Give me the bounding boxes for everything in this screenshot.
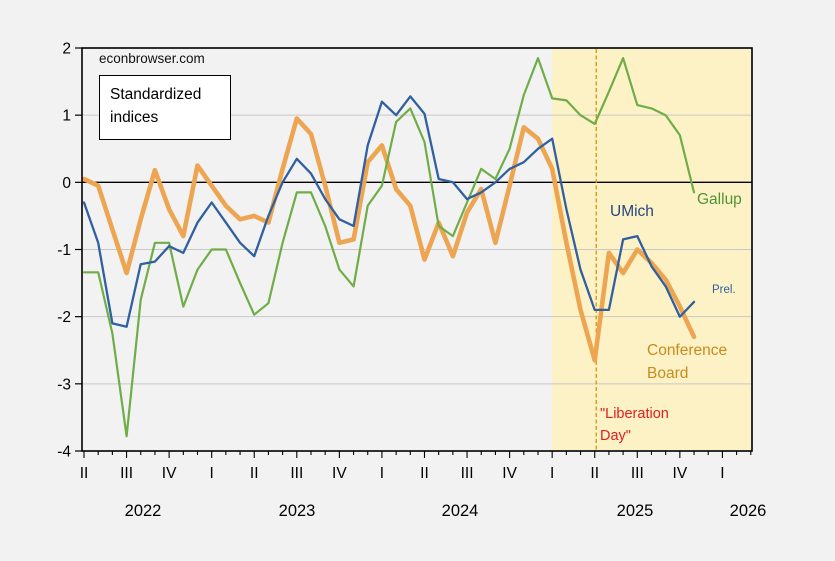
- svg-text:II: II: [420, 465, 429, 482]
- svg-text:III: III: [461, 465, 474, 482]
- svg-text:IV: IV: [162, 465, 177, 482]
- svg-text:IV: IV: [673, 465, 688, 482]
- svg-text:2026: 2026: [730, 502, 767, 520]
- svg-text:II: II: [590, 465, 599, 482]
- svg-text:0: 0: [62, 175, 71, 192]
- preliminary-note: Prel.: [712, 284, 736, 296]
- svg-text:2024: 2024: [442, 502, 479, 520]
- svg-text:I: I: [210, 465, 214, 482]
- svg-text:IV: IV: [502, 465, 517, 482]
- svg-text:III: III: [120, 465, 133, 482]
- chart-title-box: Standardized indices: [99, 75, 231, 140]
- svg-text:2025: 2025: [617, 502, 654, 520]
- svg-text:2022: 2022: [125, 502, 162, 520]
- x-axis-quarter-labels: II III IV I II III IV I II III IV I II III IV I: [80, 465, 725, 482]
- svg-text:-4: -4: [57, 444, 71, 461]
- svg-text:III: III: [290, 465, 303, 482]
- svg-text:I: I: [550, 465, 554, 482]
- series-label-gallup: Gallup: [697, 191, 742, 208]
- y-axis-labels: 2 1 0 -1 -2 -3 -4: [57, 41, 71, 461]
- series-label-conference-board: Conference Board: [647, 342, 728, 383]
- x-axis-year-labels: 2022 2023 2024 2025 2026: [125, 502, 767, 520]
- svg-text:II: II: [80, 465, 89, 482]
- y-axis-ticks: [75, 47, 82, 452]
- svg-text:III: III: [631, 465, 644, 482]
- svg-text:-2: -2: [57, 309, 71, 326]
- series-line-umich: [82, 95, 696, 328]
- series-label-umich: UMich: [610, 203, 654, 220]
- liberation-day-annotation: "Liberation Day": [600, 406, 669, 444]
- svg-text:IV: IV: [332, 465, 347, 482]
- x-axis-ticks: [83, 451, 752, 458]
- svg-text:1: 1: [62, 108, 71, 125]
- series-line-conference-board: [81, 116, 697, 363]
- svg-text:I: I: [720, 465, 724, 482]
- svg-text:II: II: [250, 465, 259, 482]
- svg-text:-3: -3: [57, 376, 71, 393]
- svg-text:-1: -1: [57, 242, 71, 259]
- watermark-text: econbrowser.com: [99, 51, 205, 66]
- svg-text:2: 2: [62, 41, 71, 58]
- svg-text:2023: 2023: [279, 502, 316, 520]
- svg-text:I: I: [380, 465, 384, 482]
- series-line-gallup: [82, 56, 696, 438]
